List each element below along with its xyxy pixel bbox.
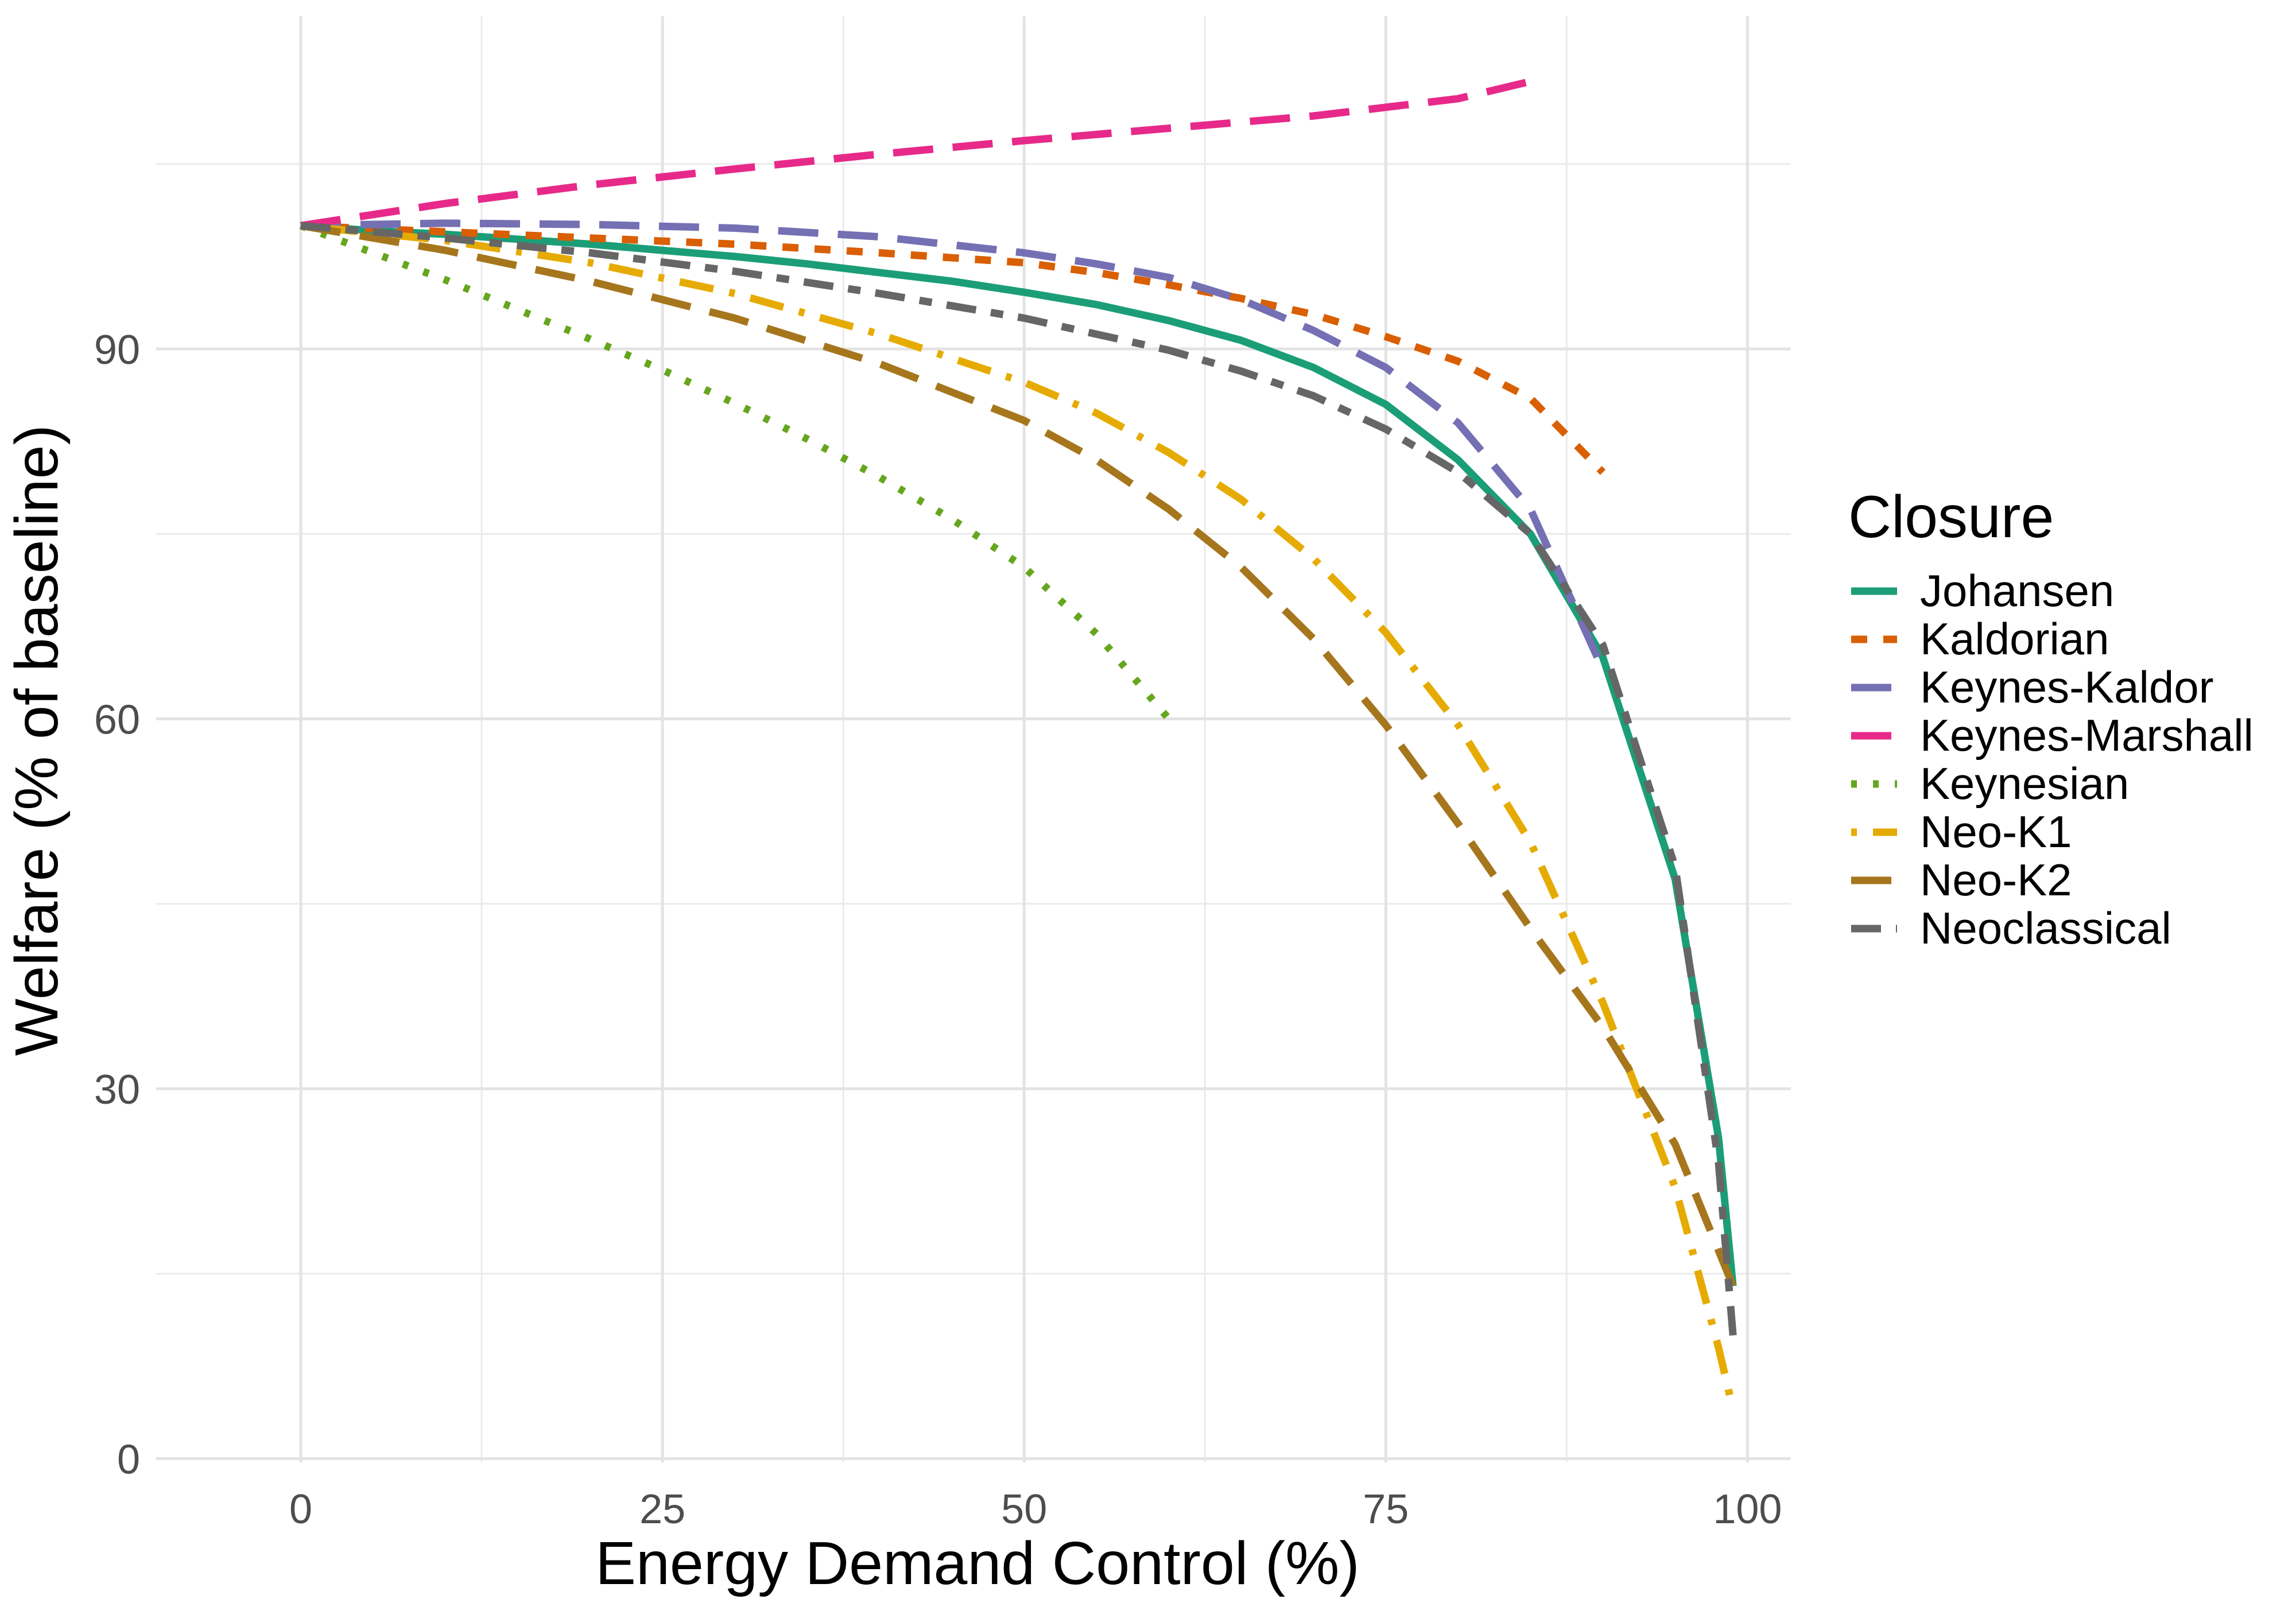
series-line-kaldorian — [300, 222, 1606, 475]
y-tick-label: 30 — [94, 1067, 140, 1113]
series-line-neo-k1 — [300, 222, 1737, 1411]
legend-label-keynes-marshall: Keynes-Marshall — [1920, 710, 2254, 760]
series-line-keynes-kaldor — [300, 219, 1607, 671]
series-line-neoclassical — [300, 222, 1737, 1336]
x-axis-ticks: 0 25 50 75 100 — [289, 1486, 1782, 1532]
x-tick-label: 25 — [639, 1486, 685, 1532]
x-axis-title: Energy Demand Control (%) — [595, 1530, 1359, 1597]
legend: Closure JohansenKaldorianKeynes-KaldorKe… — [1848, 484, 2254, 953]
series-line-neo-k2 — [300, 222, 1737, 1288]
series-line-keynes-marshall — [300, 77, 1531, 230]
major-gridlines — [156, 16, 1791, 1462]
x-tick-label: 75 — [1363, 1486, 1409, 1532]
legend-label-kaldorian: Kaldorian — [1920, 614, 2109, 664]
x-tick-label: 100 — [1713, 1486, 1782, 1532]
y-tick-label: 90 — [94, 327, 140, 373]
y-tick-label: 0 — [117, 1437, 140, 1483]
y-axis-ticks: 0 30 60 90 — [94, 327, 140, 1483]
x-tick-label: 50 — [1001, 1486, 1047, 1532]
legend-label-keynesian: Keynesian — [1920, 758, 2129, 809]
x-tick-label: 0 — [289, 1486, 312, 1532]
legend-items: JohansenKaldorianKeynes-KaldorKeynes-Mar… — [1851, 565, 2254, 953]
legend-label-neo-k2: Neo-K2 — [1920, 855, 2072, 905]
legend-title: Closure — [1848, 484, 2054, 550]
legend-label-keynes-kaldor: Keynes-Kaldor — [1920, 662, 2214, 712]
series-line-keynesian — [299, 222, 1172, 721]
y-axis-title: Welfare (% of baseline) — [3, 425, 71, 1056]
plot-area — [299, 77, 1737, 1411]
legend-label-neo-k1: Neo-K1 — [1920, 806, 2072, 857]
legend-label-johansen: Johansen — [1920, 565, 2114, 616]
y-tick-label: 60 — [94, 697, 140, 743]
legend-label-neoclassical: Neoclassical — [1920, 903, 2171, 953]
